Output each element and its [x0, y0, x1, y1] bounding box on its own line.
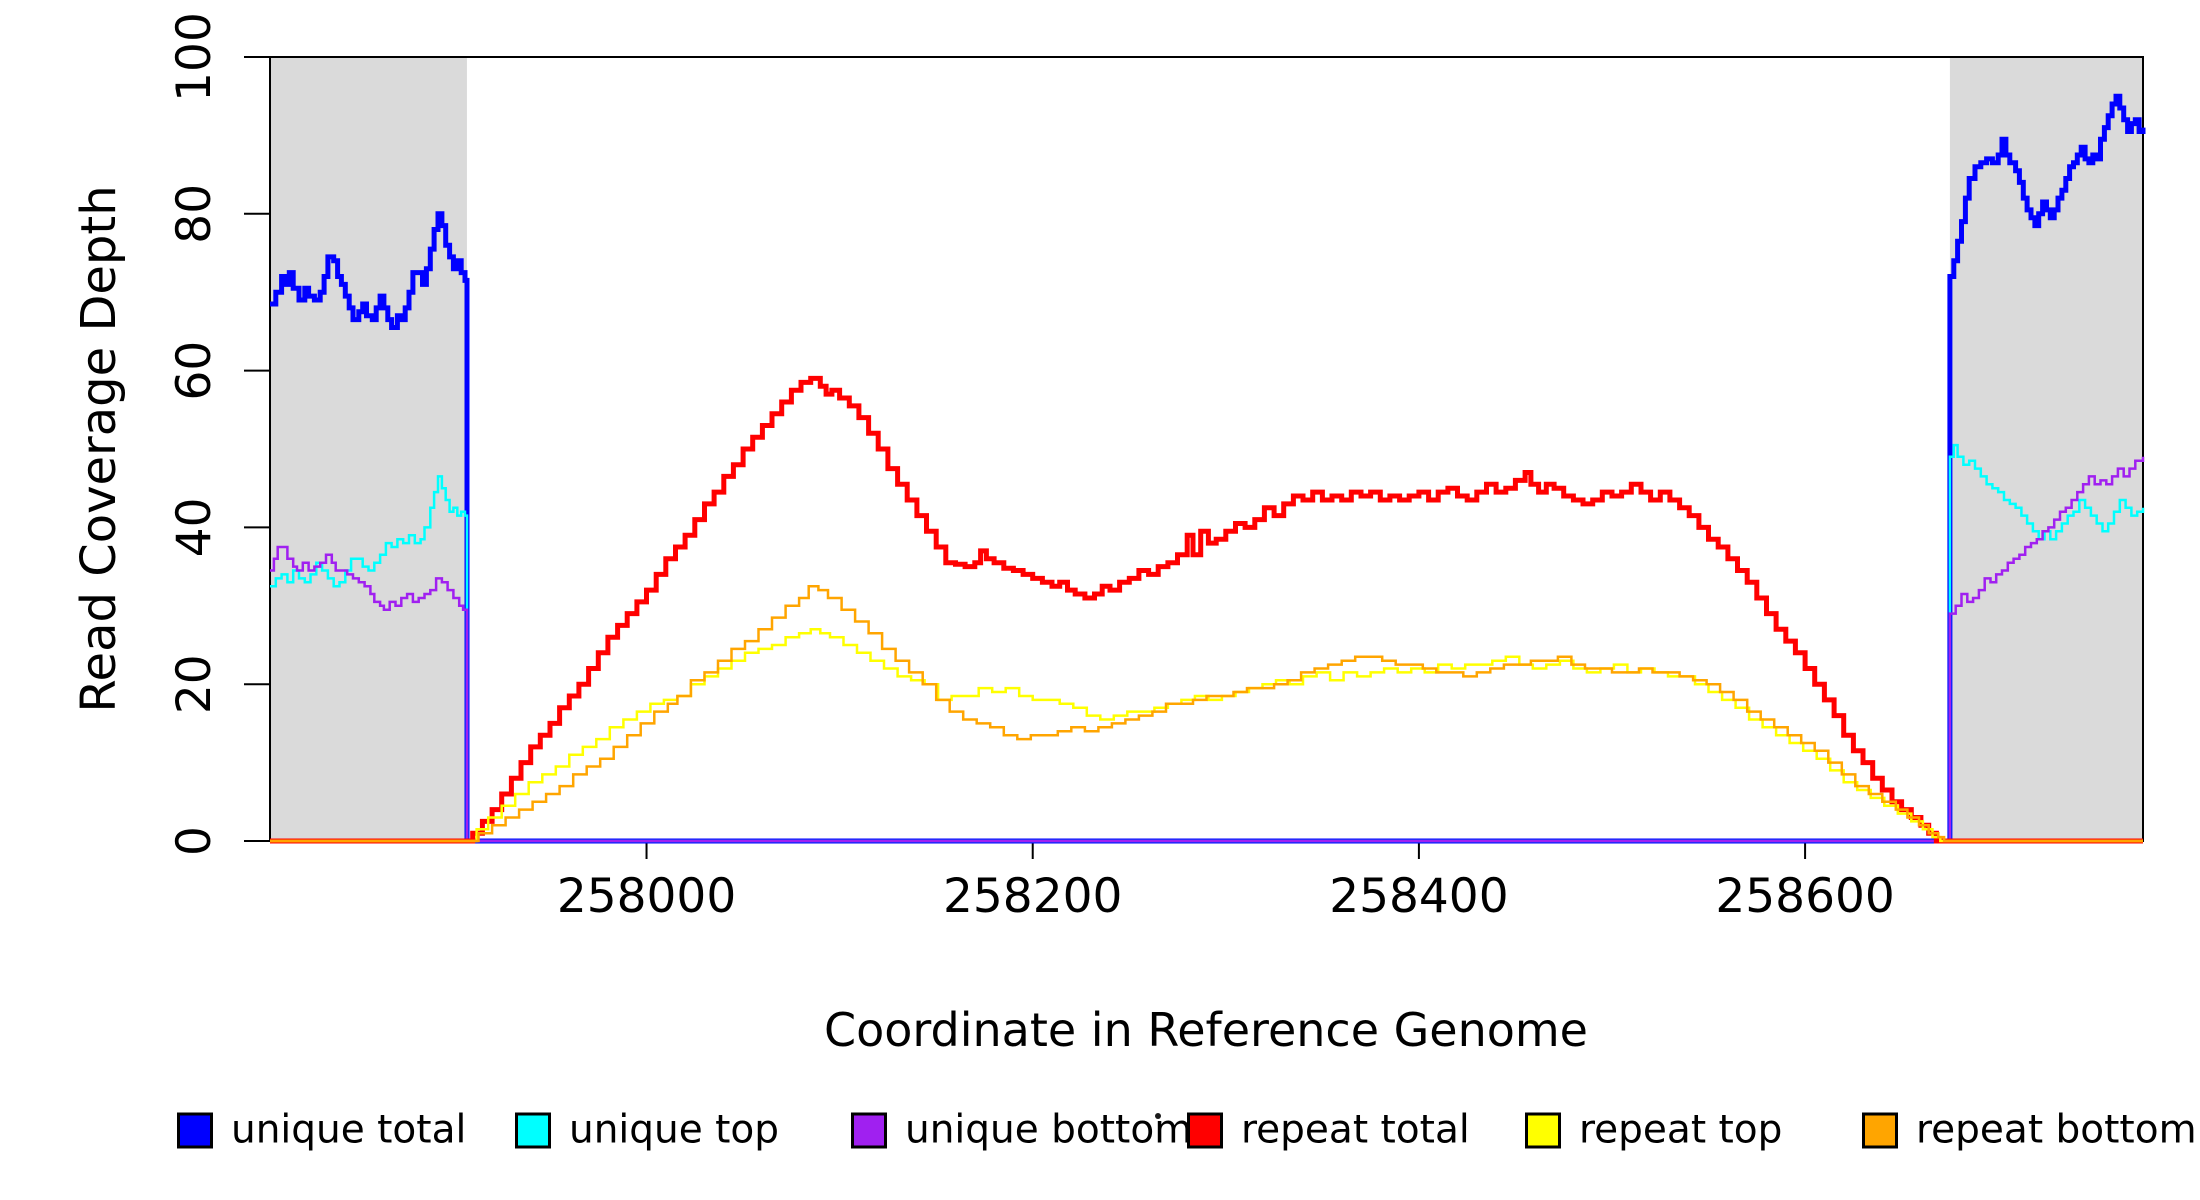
series-unique-bottom-line — [270, 456, 2145, 843]
y-tick-label: 60 — [167, 341, 222, 401]
series-unique-top-line — [270, 443, 2145, 843]
x-tick-label: 258400 — [1329, 869, 1508, 924]
series-repeat-total-line — [270, 375, 2143, 844]
stray-mark — [1155, 1113, 1161, 1119]
y-axis-title: Read Coverage Depth — [71, 185, 127, 713]
y-tick-label: 20 — [167, 654, 222, 714]
x-tick-label: 258000 — [557, 869, 736, 924]
y-tick-label: 100 — [167, 12, 222, 102]
y-tick-label: 0 — [167, 826, 222, 856]
series-repeat-bottom-line — [270, 584, 2143, 843]
y-tick-label: 40 — [167, 497, 222, 557]
y-tick-label: 80 — [167, 184, 222, 244]
x-tick-label: 258600 — [1715, 869, 1894, 924]
x-tick-label: 258200 — [943, 869, 1122, 924]
shaded-region — [1949, 57, 2143, 841]
series-unique-total-line — [270, 93, 2146, 844]
shaded-region — [270, 57, 467, 841]
x-axis-title: Coordinate in Reference Genome — [824, 1003, 1588, 1057]
